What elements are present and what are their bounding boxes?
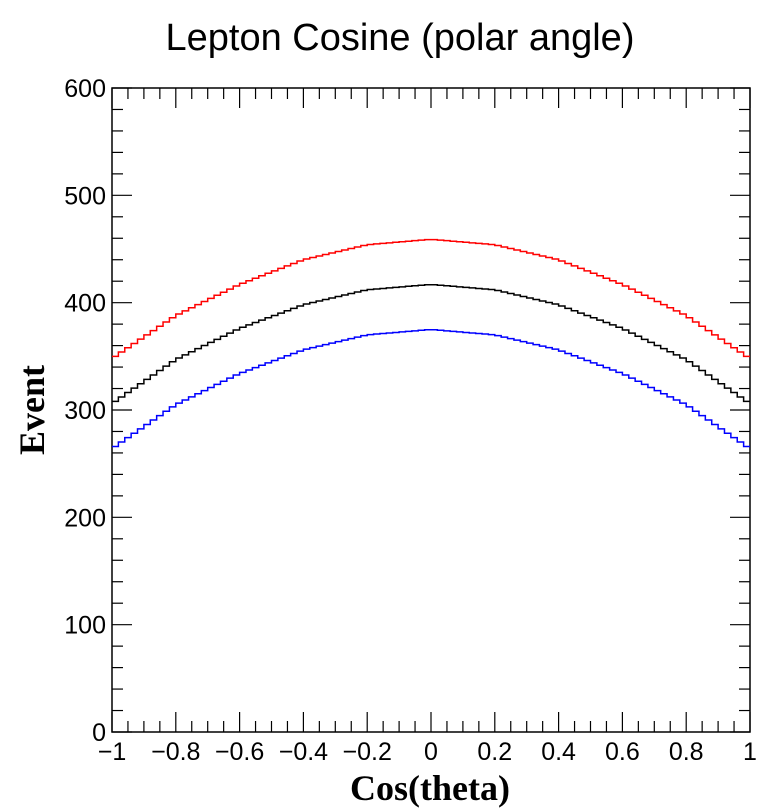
x-tick-label: 0.6 — [605, 738, 640, 766]
series-line-1 — [112, 283, 750, 403]
y-tick-label: 0 — [92, 719, 106, 747]
y-tick-label: 100 — [64, 612, 106, 640]
x-tick-label: −0.2 — [343, 738, 392, 766]
plot-area — [111, 87, 751, 733]
y-tick-label: 300 — [64, 397, 106, 425]
x-tick-label: −0.4 — [279, 738, 328, 766]
y-tick-label: 500 — [64, 182, 106, 210]
x-tick-label: 1 — [743, 738, 757, 766]
series-line-2 — [112, 329, 750, 448]
x-tick-label: 0.2 — [477, 738, 512, 766]
x-tick-label: −0.8 — [151, 738, 200, 766]
series-line-0 — [112, 238, 750, 358]
x-axis-title: Cos(theta) — [350, 768, 510, 808]
x-axis: −1 −0.8 −0.6 −0.4 −0.2 0 0.2 0.4 0.6 0.8 1 — [98, 88, 757, 766]
y-axis: 0 100 200 300 400 500 600 — [64, 75, 750, 747]
plot-frame — [111, 87, 751, 733]
y-tick-label: 600 — [64, 75, 106, 103]
x-tick-label: 0.8 — [669, 738, 704, 766]
y-axis-title: Event — [12, 365, 52, 455]
x-tick-label: −0.6 — [215, 738, 264, 766]
y-tick-label: 200 — [64, 504, 106, 532]
y-tick-label: 400 — [64, 290, 106, 318]
chart-title: Lepton Cosine (polar angle) — [166, 17, 635, 59]
x-tick-label: 0 — [424, 738, 438, 766]
x-tick-label: −1 — [98, 738, 127, 766]
x-tick-label: 0.4 — [541, 738, 576, 766]
